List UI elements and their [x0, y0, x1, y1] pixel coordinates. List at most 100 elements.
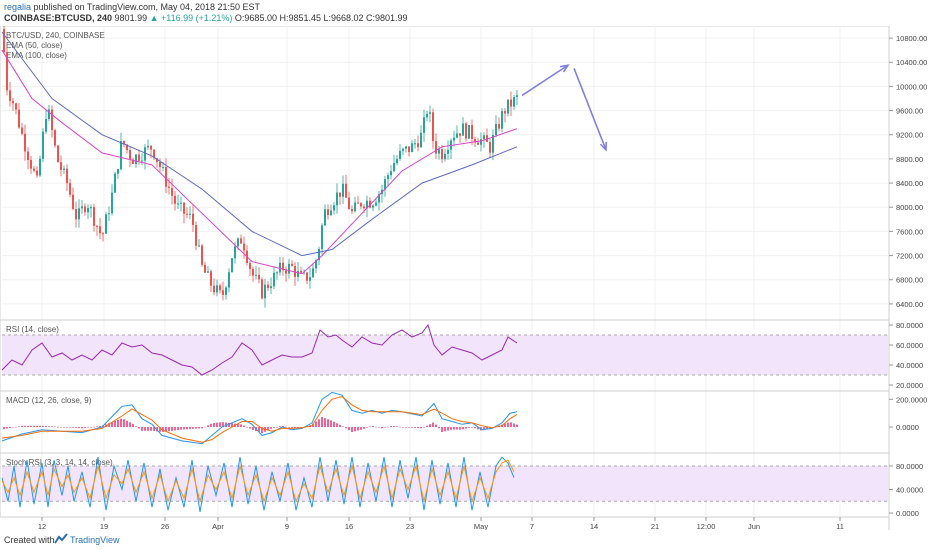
- macd-hist-119: [120, 418, 122, 428]
- macd-hist-116: [117, 419, 119, 428]
- candle-body-41: [42, 131, 44, 159]
- macd-hist-389: [390, 426, 392, 428]
- macd-hist-419: [420, 427, 422, 429]
- macd-hist-452: [453, 427, 455, 430]
- macd-hist-458: [459, 427, 461, 430]
- candle-body-11: [12, 100, 14, 104]
- price-y-tick-label-1: 10400.00: [896, 58, 927, 67]
- candle-body-62: [63, 168, 65, 170]
- candle-body-269: [270, 286, 272, 289]
- candle-body-101: [102, 233, 104, 235]
- publisher-username[interactable]: regalia: [4, 2, 32, 12]
- macd-hist-110: [111, 422, 113, 428]
- candle-body-434: [435, 141, 437, 154]
- candle-body-179: [180, 202, 182, 204]
- macd-hist-482: [483, 427, 485, 431]
- macd-hist-350: [351, 427, 353, 433]
- macd-hist-17: [18, 426, 20, 428]
- macd-hist-377: [378, 427, 380, 428]
- candle-body-155: [156, 158, 158, 162]
- macd-hist-122: [123, 419, 125, 428]
- macd-hist-275: [276, 427, 278, 428]
- price-y-tick-label-2: 10000.00: [896, 82, 927, 91]
- macd-hist-5: [6, 427, 8, 429]
- price-y-tick-label-4: 9200.00: [896, 131, 923, 140]
- macd-hist-365: [366, 427, 368, 428]
- candle-body-221: [222, 290, 224, 295]
- macd-hist-395: [396, 426, 398, 428]
- x-tick-label-1: 19: [100, 522, 108, 530]
- symbol-line: COINBASE:BTCUSD, 240 9801.99 ▲ +116.99 (…: [4, 13, 408, 23]
- candle-body-83: [84, 206, 86, 213]
- macd-hist-506: [507, 422, 509, 428]
- rsi-y-tick-label-0: 80.0000: [896, 321, 923, 330]
- chart-area[interactable]: 10800.00 10400.00 10000.00 9600.00 9200.00 88…: [0, 26, 932, 530]
- macd-hist-161: [162, 427, 164, 432]
- candle-body-233: [234, 246, 236, 259]
- candle-body-98: [99, 226, 101, 234]
- candle-body-119: [120, 141, 122, 170]
- candle-body-293: [294, 265, 296, 277]
- macd-hist-467: [468, 427, 470, 428]
- macd-hist-410: [411, 427, 413, 428]
- macd-hist-170: [171, 427, 173, 431]
- macd-hist-473: [474, 427, 476, 429]
- candle-body-341: [342, 183, 344, 197]
- candle-body-251: [252, 268, 254, 276]
- macd-hist-368: [369, 426, 371, 428]
- candle-body-122: [123, 141, 125, 145]
- rsi-band: [2, 335, 888, 375]
- macd-hist-50: [51, 426, 53, 428]
- macd-hist-95: [96, 426, 98, 428]
- macd-hist-311: [312, 423, 314, 428]
- x-tick-label-10: 21: [651, 522, 659, 530]
- macd-hist-332: [333, 421, 335, 428]
- candle-body-197: [198, 245, 200, 247]
- macd-hist-173: [174, 427, 176, 431]
- macd-hist-65: [66, 427, 68, 428]
- candle-body-428: [429, 112, 431, 114]
- macd-hist-47: [48, 426, 50, 428]
- tradingview-brand[interactable]: TradingView: [70, 535, 120, 545]
- tradingview-logo-icon[interactable]: [54, 533, 68, 545]
- candle-body-239: [240, 238, 242, 244]
- candle-body-365: [366, 200, 368, 209]
- candle-body-110: [111, 192, 113, 214]
- candle-body-290: [291, 263, 293, 266]
- candle-body-161: [162, 167, 164, 169]
- candle-body-326: [327, 209, 329, 216]
- macd-hist-503: [504, 423, 506, 428]
- macd-hist-356: [357, 427, 359, 431]
- macd-hist-212: [213, 423, 215, 428]
- candle-body-248: [249, 262, 251, 269]
- candle-body-17: [18, 109, 20, 128]
- candle-body-209: [210, 271, 212, 286]
- macd-hist-251: [252, 427, 254, 430]
- candle-body-29: [30, 160, 32, 169]
- candle-body-275: [276, 272, 278, 274]
- macd-hist-44: [45, 426, 47, 428]
- price-legend-1: EMA (50, close): [6, 41, 63, 50]
- candle-body-107: [108, 213, 110, 215]
- candle-body-347: [348, 197, 350, 210]
- chart-header: regalia published on TradingView.com, Ma…: [0, 0, 932, 26]
- candle-body-287: [288, 263, 290, 274]
- candle-body-263: [264, 284, 266, 299]
- candle-body-2: [3, 29, 5, 53]
- rsi-y-tick-label-1: 60.0000: [896, 341, 923, 350]
- candle-body-413: [414, 143, 416, 145]
- candle-body-467: [468, 125, 470, 139]
- macd-hist-92: [93, 426, 95, 428]
- rsi-y-tick-label-2: 40.0000: [896, 361, 923, 370]
- candle-body-503: [504, 111, 506, 114]
- macd-hist-434: [435, 424, 437, 428]
- created-with-label: Created with: [4, 535, 55, 545]
- candle-body-314: [315, 260, 317, 269]
- candle-body-230: [231, 258, 233, 273]
- candle-body-95: [96, 225, 98, 227]
- candle-body-56: [57, 145, 59, 163]
- candle-body-254: [255, 274, 257, 276]
- macd-hist-176: [177, 427, 179, 431]
- macd-hist-344: [345, 427, 347, 429]
- candle-body-224: [225, 287, 227, 295]
